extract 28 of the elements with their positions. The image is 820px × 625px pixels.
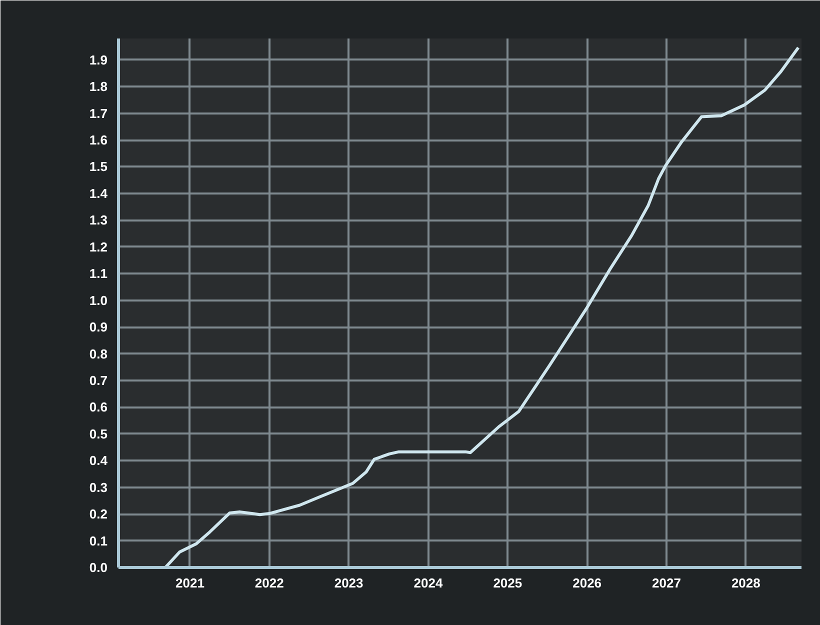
y-tick-label: 1.1 xyxy=(89,266,108,282)
y-tick-label: 1.5 xyxy=(89,159,108,174)
y-tick-label: 1.8 xyxy=(89,79,108,94)
x-tick-label: 2021 xyxy=(176,576,204,590)
y-tick-label: 0.7 xyxy=(89,372,108,388)
x-tick-label: 2023 xyxy=(334,576,364,590)
y-tick-label: 0.6 xyxy=(89,400,108,415)
x-tick-label: 2025 xyxy=(493,576,522,590)
y-tick-label: 1.2 xyxy=(89,239,108,254)
y-tick-label: 0.5 xyxy=(89,426,108,442)
x-tick-label: 2027 xyxy=(652,576,681,590)
y-tick-label: 0.2 xyxy=(89,506,108,522)
y-tick-label: 0.8 xyxy=(89,346,108,362)
y-tick-label: 0.4 xyxy=(89,453,108,468)
y-tick-label: 0.0 xyxy=(89,560,108,575)
y-tick-label: 1.7 xyxy=(89,106,108,121)
y-tick-label: 0.3 xyxy=(89,480,108,495)
x-tick-label: 2022 xyxy=(254,576,284,590)
y-tick-label: 0.1 xyxy=(89,533,108,548)
y-tick-label: 1.4 xyxy=(89,186,108,201)
x-tick-label: 2028 xyxy=(731,576,760,590)
y-tick-label: 1.9 xyxy=(89,52,108,68)
x-tick-label: 2024 xyxy=(414,576,444,590)
y-tick-label: 1.3 xyxy=(89,212,108,228)
y-tick-label: 1.0 xyxy=(89,292,108,308)
y-tick-label: 0.9 xyxy=(89,320,108,335)
y-tick-label: 1.6 xyxy=(89,132,108,148)
x-tick-label: 2026 xyxy=(572,576,602,590)
